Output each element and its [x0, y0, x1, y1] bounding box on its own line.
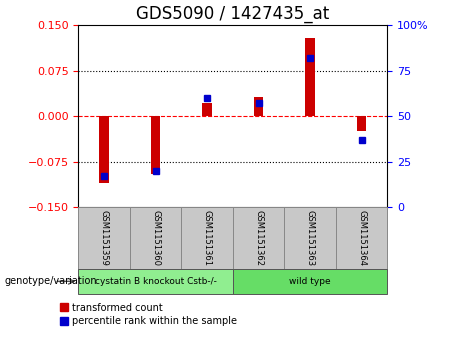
Text: GSM1151361: GSM1151361 [202, 210, 212, 266]
Text: GSM1151363: GSM1151363 [306, 210, 314, 266]
Text: cystatin B knockout Cstb-/-: cystatin B knockout Cstb-/- [95, 277, 217, 286]
Bar [202, 103, 212, 116]
Text: genotype/variation: genotype/variation [5, 276, 97, 286]
Text: wild type: wild type [289, 277, 331, 286]
Bar [130, 207, 181, 269]
Text: GSM1151362: GSM1151362 [254, 210, 263, 266]
Bar [151, 116, 160, 174]
Bar [100, 116, 109, 183]
Bar [233, 207, 284, 269]
Bar [305, 37, 315, 116]
Legend: transformed count, percentile rank within the sample: transformed count, percentile rank withi… [60, 302, 237, 326]
Bar [357, 116, 366, 131]
Text: GSM1151364: GSM1151364 [357, 210, 366, 266]
Bar [78, 207, 130, 269]
Bar [181, 207, 233, 269]
Text: GSM1151360: GSM1151360 [151, 210, 160, 266]
Text: GSM1151359: GSM1151359 [100, 210, 109, 266]
Bar [78, 269, 233, 294]
Title: GDS5090 / 1427435_at: GDS5090 / 1427435_at [136, 5, 330, 23]
Bar [284, 207, 336, 269]
Bar [233, 269, 387, 294]
Bar [254, 97, 263, 116]
Bar [336, 207, 387, 269]
